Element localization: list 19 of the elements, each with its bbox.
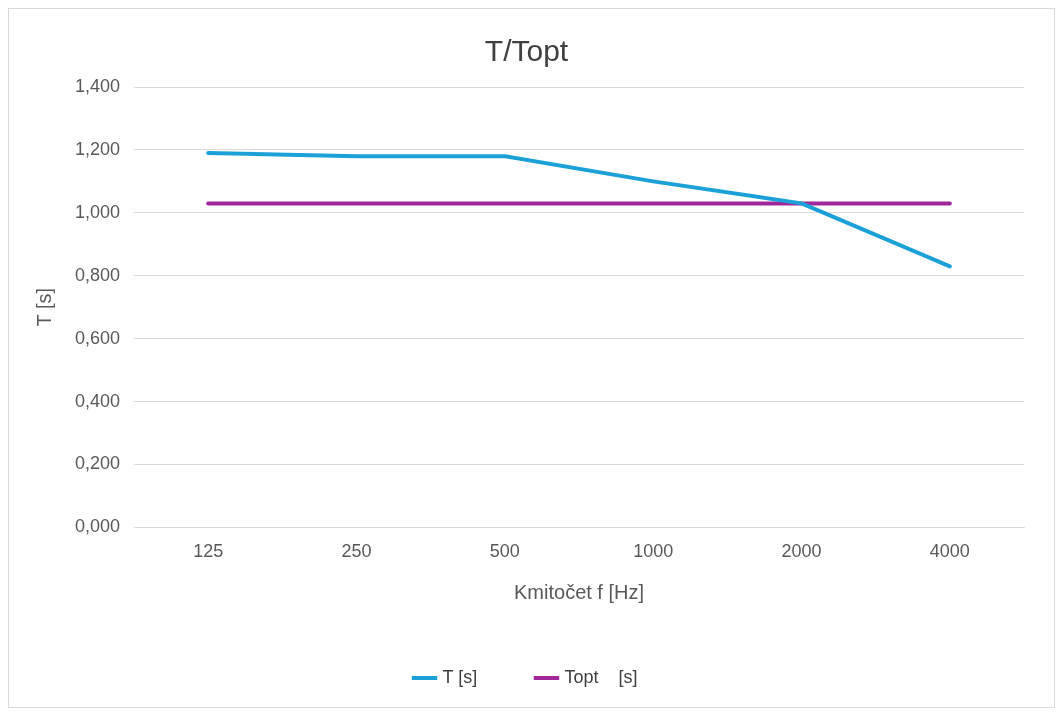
y-tick-label: 0,200 [75, 453, 121, 474]
y-tick-label: 0,000 [75, 516, 121, 537]
x-tick-label: 125 [193, 541, 224, 562]
y-tick-label: 0,600 [75, 327, 121, 348]
y-tick-label: 1,000 [75, 201, 121, 222]
y-tick-label: 0,400 [75, 390, 121, 411]
x-tick-label: 2000 [781, 541, 822, 562]
y-axis-title: T [s] [32, 287, 55, 327]
y-tick-label: 1,200 [75, 138, 121, 159]
legend-label: T [s] [442, 666, 478, 687]
y-tick-label: 1,400 [75, 75, 121, 96]
x-axis-title: Kmitočet f [Hz] [514, 580, 645, 603]
x-tick-label: 1000 [633, 541, 674, 562]
chart-title: T/Topt [484, 34, 569, 68]
x-tick-label: 4000 [929, 541, 970, 562]
x-tick-label: 500 [489, 541, 520, 562]
x-tick-label: 250 [341, 541, 372, 562]
y-tick-label: 0,800 [75, 264, 121, 285]
legend-label: Topt [s] [564, 666, 638, 687]
